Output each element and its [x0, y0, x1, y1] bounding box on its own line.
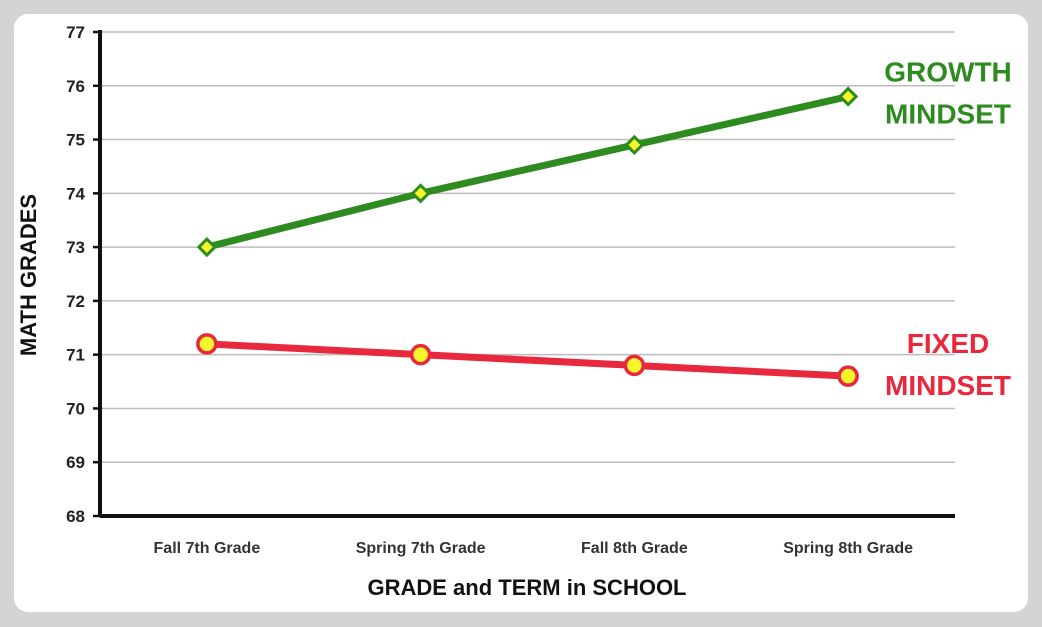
- series-lines: [203, 93, 852, 380]
- x-tick-label: Spring 8th Grade: [783, 540, 913, 557]
- y-tick-label: 75: [66, 131, 85, 150]
- data-point-marker: [196, 333, 218, 355]
- y-tick-label: 74: [66, 184, 85, 203]
- data-point-marker: [838, 86, 859, 107]
- data-point-marker: [409, 343, 432, 366]
- y-axis-title: MATH GRADES: [16, 194, 41, 356]
- y-tick-label: 72: [66, 292, 85, 311]
- x-axis-title: GRADE and TERM in SCHOOL: [368, 575, 687, 600]
- series-label: MINDSET: [885, 370, 1011, 401]
- series-line: [203, 93, 852, 251]
- x-tick-label: Fall 7th Grade: [154, 540, 261, 557]
- x-tick-label: Fall 8th Grade: [581, 540, 688, 557]
- series-line: [203, 340, 852, 380]
- series-labels: GROWTH MINDSET FIXED MINDSET: [884, 57, 1012, 402]
- series-markers: [196, 86, 859, 387]
- y-tick-label: 77: [66, 23, 85, 42]
- data-point-marker: [623, 354, 646, 377]
- series-label: MINDSET: [885, 99, 1011, 130]
- series-label: FIXED: [907, 328, 989, 359]
- series-label: GROWTH: [884, 57, 1012, 88]
- y-tick-labels: 68 69 70 71 72 73 74 75 76 77: [66, 23, 85, 526]
- y-tick-label: 69: [66, 453, 85, 472]
- y-tick-label: 76: [66, 77, 85, 96]
- chart-card: [14, 14, 1028, 612]
- data-point-marker: [196, 236, 217, 258]
- axes: [98, 30, 955, 518]
- data-point-marker: [410, 183, 431, 204]
- data-point-marker: [837, 365, 859, 387]
- y-tick-label: 73: [66, 238, 85, 257]
- data-point-marker: [624, 134, 645, 156]
- y-tick-label: 68: [66, 507, 85, 526]
- gridlines: [93, 30, 955, 518]
- x-tick-labels: Fall 7th Grade Spring 7th Grade Fall 8th G…: [154, 540, 914, 557]
- x-tick-label: Spring 7th Grade: [356, 540, 486, 557]
- y-tick-label: 71: [66, 346, 85, 365]
- y-tick-label: 70: [66, 399, 85, 418]
